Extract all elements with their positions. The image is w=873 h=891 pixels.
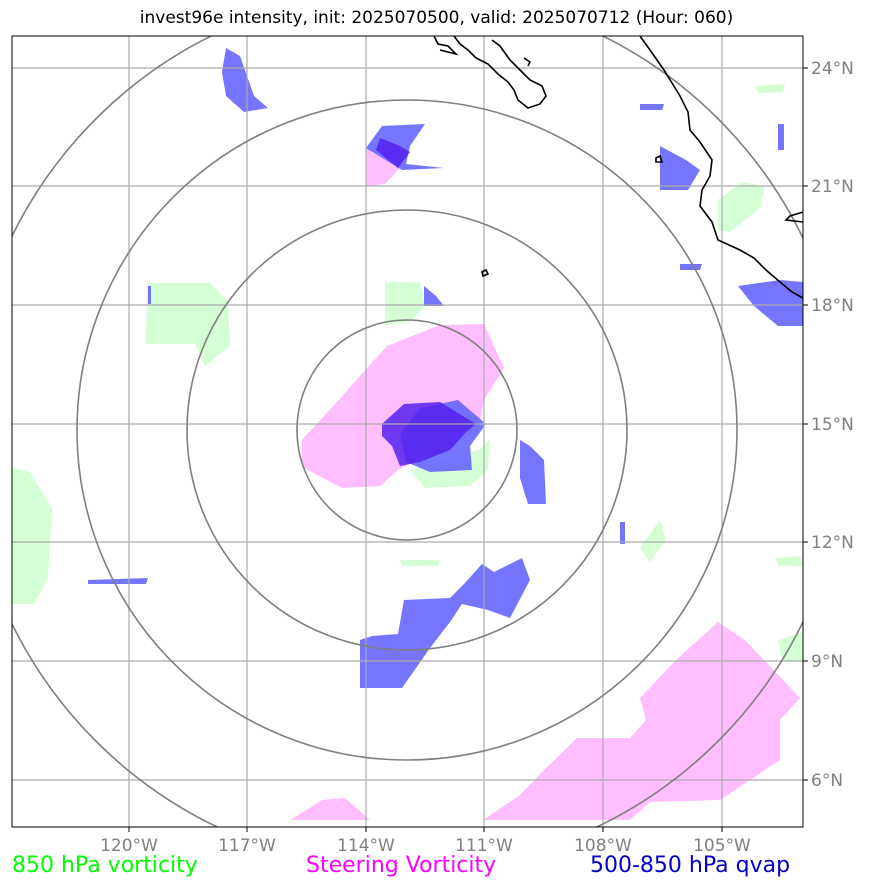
lat-tick-label: 21°N [811,177,854,197]
vorticity-850-patch [12,468,52,604]
legend-qvap: 500-850 hPa qvap [590,853,791,878]
mainland-coast-cape [784,211,803,223]
lon-tick-label: 108°W [574,836,632,856]
vorticity-850-patch [776,556,803,566]
lat-tick-label: 24°N [811,59,854,79]
vorticity-850-patch [640,520,666,562]
map-title: invest96e intensity, init: 2025070500, v… [139,8,734,28]
vorticity-850-layer [12,84,803,662]
qvap-patch [778,124,784,150]
qvap-patch [148,286,151,304]
map-plot-area [12,36,803,827]
qvap-core-patch [376,138,410,168]
qvap-patch [620,522,625,544]
vorticity-850-patch [718,182,765,232]
qvap-patch [738,280,803,326]
lon-tick-label: 120°W [100,836,158,856]
lat-tick-label: 9°N [811,652,843,672]
range-ring-2 [186,209,628,651]
vorticity-850-patch [146,283,230,366]
qvap-patch [640,104,664,110]
qvap-patch [222,48,268,112]
baja-east-coast [523,57,532,67]
vorticity-850-patch [755,84,785,93]
qvap-patch [360,558,530,688]
vorticity-850-patch [400,560,440,566]
steering-vorticity-patch [290,798,370,820]
island [655,154,664,163]
qvap-core-layer [376,138,476,466]
lat-tick-label: 12°N [811,533,854,553]
map-frame [11,35,804,828]
qvap-patch [366,124,444,170]
mainland-coastline [639,36,803,299]
qvap-patch [680,264,702,270]
lat-tick-label: 6°N [811,771,843,791]
steering-vorticity-patch [483,622,800,820]
lon-tick-label: 117°W [218,836,276,856]
legend-steering-vorticity: Steering Vorticity [306,853,497,878]
range-rings [12,36,803,827]
legend-vorticity-850: 850 hPa vorticity [12,853,198,878]
qvap-patch [88,578,148,584]
qvap-patch [520,440,546,504]
lat-tick-label: 15°N [811,415,854,435]
qvap-patch [660,146,700,190]
qvap-core-patch [382,402,476,466]
vorticity-850-patch [385,282,425,325]
qvap-patch [424,286,444,306]
lat-tick-labels: 24°N 21°N 18°N 15°N 12°N 9°N 6°N [811,59,854,791]
tick-marks [128,67,808,832]
range-ring-1 [296,319,518,541]
baja-coastline [433,36,547,109]
coastline [433,36,803,299]
island-revillagigedo [481,268,490,278]
lat-tick-label: 18°N [811,296,854,316]
lon-tick-label: 114°W [337,836,395,856]
lon-tick-labels: 120°W 117°W 114°W 111°W 108°W 105°W [100,836,751,856]
graticule [12,36,803,827]
lon-tick-label: 111°W [455,836,513,856]
range-ring-3 [76,99,738,761]
lon-tick-label: 105°W [693,836,751,856]
